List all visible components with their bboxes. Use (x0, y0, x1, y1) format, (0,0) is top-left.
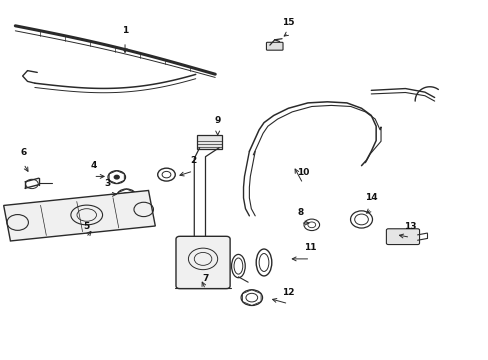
Text: 13: 13 (403, 222, 416, 231)
FancyBboxPatch shape (266, 42, 283, 50)
Text: 12: 12 (282, 288, 294, 297)
Text: 6: 6 (20, 148, 27, 157)
Text: 9: 9 (214, 116, 221, 125)
Text: 3: 3 (104, 179, 111, 188)
Circle shape (114, 175, 119, 179)
Polygon shape (3, 190, 155, 241)
Text: 11: 11 (304, 243, 316, 252)
Text: 15: 15 (282, 18, 294, 27)
Text: 8: 8 (297, 208, 303, 217)
Text: 2: 2 (190, 156, 196, 165)
Text: 7: 7 (202, 274, 208, 283)
Text: 14: 14 (364, 193, 377, 202)
Text: 1: 1 (122, 27, 128, 36)
Text: 4: 4 (90, 161, 96, 170)
FancyBboxPatch shape (176, 236, 230, 289)
FancyBboxPatch shape (386, 229, 419, 244)
Text: 5: 5 (83, 222, 89, 231)
Text: 10: 10 (296, 168, 308, 177)
FancyBboxPatch shape (197, 135, 221, 149)
